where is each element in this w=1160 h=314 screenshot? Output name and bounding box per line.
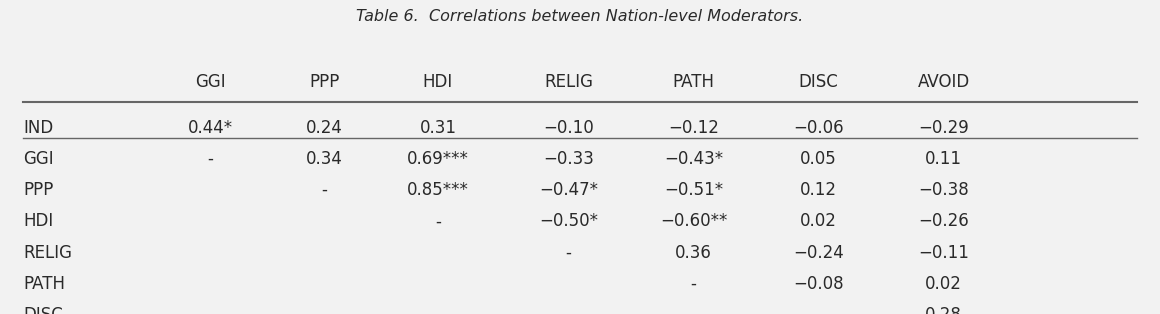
Text: RELIG: RELIG (23, 244, 72, 262)
Text: 0.85***: 0.85*** (407, 181, 469, 199)
Text: 0.02: 0.02 (800, 212, 838, 230)
Text: HDI: HDI (422, 73, 454, 91)
Text: −0.43*: −0.43* (665, 150, 723, 168)
Text: -: - (208, 150, 213, 168)
Text: -: - (435, 212, 441, 230)
Text: 0.36: 0.36 (675, 244, 712, 262)
Text: −0.24: −0.24 (793, 244, 844, 262)
Text: −0.26: −0.26 (919, 212, 969, 230)
Text: 0.31: 0.31 (420, 119, 456, 137)
Text: -: - (566, 244, 572, 262)
Text: −0.06: −0.06 (793, 119, 844, 137)
Text: 0.05: 0.05 (800, 150, 838, 168)
Text: 0.69***: 0.69*** (407, 150, 469, 168)
Text: PPP: PPP (309, 73, 340, 91)
Text: −0.38: −0.38 (919, 181, 969, 199)
Text: −0.29: −0.29 (919, 119, 969, 137)
Text: AVOID: AVOID (918, 73, 970, 91)
Text: 0.24: 0.24 (306, 119, 342, 137)
Text: 0.28: 0.28 (926, 306, 962, 314)
Text: −0.10: −0.10 (543, 119, 594, 137)
Text: 0.34: 0.34 (306, 150, 342, 168)
Text: -: - (321, 181, 327, 199)
Text: −0.12: −0.12 (668, 119, 719, 137)
Text: -: - (690, 275, 697, 293)
Text: −0.47*: −0.47* (539, 181, 599, 199)
Text: −0.50*: −0.50* (539, 212, 599, 230)
Text: IND: IND (23, 119, 53, 137)
Text: GGI: GGI (195, 73, 226, 91)
Text: −0.51*: −0.51* (665, 181, 723, 199)
Text: Table 6.  Correlations between Nation-level Moderators.: Table 6. Correlations between Nation-lev… (356, 9, 804, 24)
Text: DISC: DISC (23, 306, 63, 314)
Text: −0.08: −0.08 (793, 275, 844, 293)
Text: −0.60**: −0.60** (660, 212, 727, 230)
Text: PPP: PPP (23, 181, 53, 199)
Text: GGI: GGI (23, 150, 53, 168)
Text: HDI: HDI (23, 212, 53, 230)
Text: 0.44*: 0.44* (188, 119, 233, 137)
Text: 0.12: 0.12 (800, 181, 838, 199)
Text: RELIG: RELIG (544, 73, 593, 91)
Text: DISC: DISC (799, 73, 839, 91)
Text: -: - (815, 306, 821, 314)
Text: PATH: PATH (23, 275, 65, 293)
Text: −0.33: −0.33 (543, 150, 594, 168)
Text: −0.11: −0.11 (919, 244, 970, 262)
Text: 0.11: 0.11 (926, 150, 963, 168)
Text: 0.02: 0.02 (926, 275, 962, 293)
Text: PATH: PATH (673, 73, 715, 91)
